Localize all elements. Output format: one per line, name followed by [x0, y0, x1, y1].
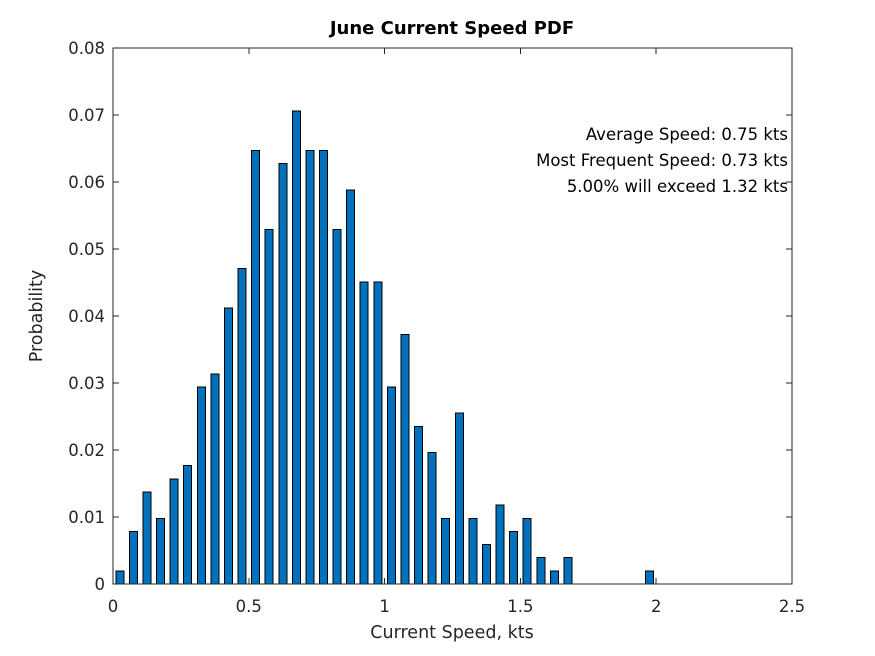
y-tick-label: 0.04 — [68, 307, 105, 326]
bars-layer — [115, 110, 654, 585]
histogram-bar — [373, 281, 383, 585]
histogram-bar — [169, 478, 179, 585]
histogram-bar — [400, 333, 410, 585]
histogram-bar — [495, 504, 505, 585]
histogram-bar — [251, 149, 261, 585]
histogram-bar — [142, 491, 152, 585]
histogram-bar — [482, 544, 491, 585]
histogram-bar — [536, 557, 546, 585]
histogram-bar — [278, 163, 288, 585]
histogram-bar — [237, 268, 247, 585]
histogram-bar — [291, 110, 301, 585]
histogram-bar — [319, 149, 328, 585]
histogram-bar — [115, 570, 125, 585]
histogram-bar — [359, 281, 369, 585]
histogram-bar — [509, 531, 519, 585]
histogram-bar — [183, 465, 193, 585]
plot-border — [112, 47, 793, 585]
y-tick-label: 0.01 — [68, 508, 105, 527]
histogram-bar — [332, 228, 342, 585]
histogram-bar — [386, 386, 396, 585]
histogram-bar — [196, 386, 206, 585]
x-tick-label: 0 — [108, 597, 119, 616]
annotation-most-frequent-speed: Most Frequent Speed: 0.73 kts — [536, 151, 788, 170]
x-tick-label: 2.5 — [779, 597, 805, 616]
histogram-bar — [305, 149, 315, 585]
histogram-bar — [427, 452, 437, 585]
histogram-bar — [563, 557, 573, 585]
histogram-bar — [223, 307, 233, 585]
y-tick-label: 0.05 — [68, 240, 105, 259]
annotation-exceedance: 5.00% will exceed 1.32 kts — [567, 177, 788, 196]
annotation-average-speed: Average Speed: 0.75 kts — [586, 125, 788, 144]
x-tick-label: 1 — [379, 597, 390, 616]
chart-title: June Current Speed PDF — [328, 18, 574, 39]
y-tick-label: 0.02 — [68, 441, 105, 460]
histogram-bar — [210, 373, 220, 585]
histogram-bar — [264, 228, 274, 585]
histogram-bar — [522, 517, 532, 585]
y-tick-label: 0.08 — [68, 39, 105, 58]
x-tick-label: 0.5 — [236, 597, 262, 616]
tick-labels-layer: 0 0.5 1 1.5 2 2.5 0 0.01 0.02 0.03 0.04 0.05 0.06 0.0… — [68, 39, 805, 616]
y-tick-label: 0.07 — [68, 106, 105, 125]
histogram-bar — [346, 189, 356, 585]
y-tick-label: 0.03 — [68, 374, 105, 393]
y-axis-label: Probability — [27, 270, 47, 363]
histogram-bar — [441, 517, 451, 585]
histogram-bar — [644, 570, 654, 585]
x-tick-label: 1.5 — [507, 597, 533, 616]
histogram-bar — [414, 425, 424, 585]
histogram-bar — [549, 570, 559, 585]
y-tick-label: 0.06 — [68, 173, 105, 192]
histogram-bar — [156, 517, 165, 585]
y-tick-label: 0 — [95, 575, 106, 594]
histogram-bar — [128, 531, 138, 585]
histogram-bar — [454, 412, 464, 585]
x-axis-label: Current Speed, kts — [370, 623, 533, 643]
histogram-bar — [468, 517, 478, 585]
x-tick-label: 2 — [651, 597, 662, 616]
